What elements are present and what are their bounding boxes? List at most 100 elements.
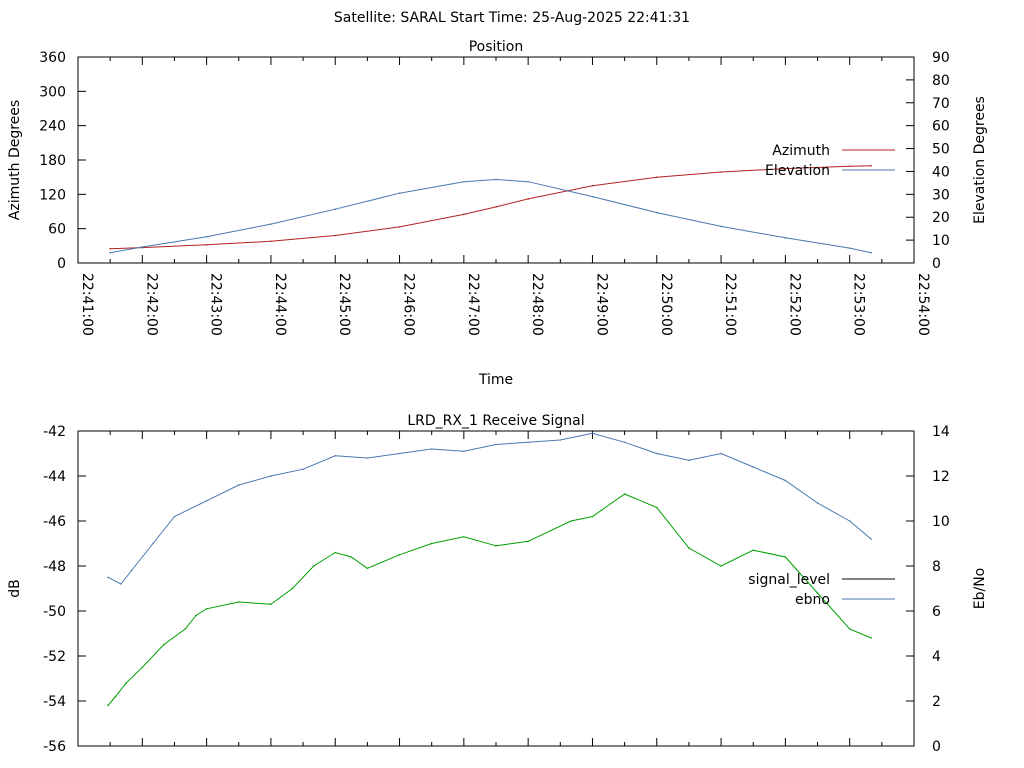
y-axis-label: dB (7, 579, 23, 598)
data-point (655, 211, 658, 214)
data-point (848, 165, 851, 168)
data-point (398, 553, 401, 556)
receive-signal-chart: -56 -54 -52 -50 -48 -46 -44 -42 0 2 4 6 8 10 12 14 LRD_R… (7, 413, 988, 755)
y2-tick-label: 20 (932, 210, 950, 226)
data-point (870, 637, 872, 639)
data-point (130, 569, 133, 572)
y-tick-label: 240 (39, 119, 66, 135)
data-point (527, 180, 529, 183)
data-point (463, 213, 465, 216)
data-point (688, 459, 690, 462)
data-point (350, 556, 353, 558)
data-point (527, 540, 529, 543)
data-point (366, 457, 369, 459)
x-tick-label: 22:49:00 (593, 273, 609, 336)
data-point (430, 448, 433, 450)
x-tick-label: 22:44:00 (272, 273, 288, 336)
position-chart: 0 60 120 180 240 300 360 0 10 20 30 40 50 60 70 80 90 Pos… (7, 39, 988, 388)
x-tick-label: 22:41:00 (79, 273, 95, 336)
data-point (655, 176, 658, 178)
series-line-Elevation (110, 178, 872, 254)
y-tick-label: -50 (43, 604, 66, 620)
series-line-ebno (107, 432, 872, 585)
y2-tick-label: 80 (932, 73, 950, 89)
y2-tick-label: 0 (932, 256, 941, 272)
data-point (463, 180, 465, 183)
data-point (591, 195, 594, 198)
data-point (591, 432, 594, 435)
y2-axis-label: Eb/No (972, 568, 988, 610)
y2-tick-label: 90 (932, 50, 950, 66)
data-point (430, 542, 433, 545)
y2-tick-label: 14 (932, 424, 950, 440)
data-point (848, 628, 851, 630)
data-point (848, 247, 851, 249)
data-point (162, 643, 165, 646)
x-tick-label: 22:45:00 (336, 273, 352, 336)
data-point (114, 695, 117, 698)
y-tick-label: -52 (43, 649, 66, 665)
data-point (398, 192, 401, 194)
data-point (495, 206, 497, 208)
data-point (495, 544, 497, 547)
x-tick-label: 22:48:00 (529, 273, 545, 336)
data-point (784, 556, 787, 558)
data-point (870, 538, 872, 540)
data-point (120, 583, 122, 585)
data-point (334, 551, 337, 554)
data-point (107, 704, 109, 707)
data-point (334, 208, 337, 211)
y-tick-label: -42 (43, 424, 66, 440)
y2-axis-label: Elevation Degrees (972, 96, 988, 224)
legend-label: signal_level (748, 572, 830, 588)
data-point (205, 499, 208, 502)
y-tick-label: 300 (39, 84, 66, 100)
data-point (752, 549, 755, 552)
legend-label: Elevation (765, 163, 830, 179)
data-point (752, 466, 755, 468)
data-point (141, 246, 144, 248)
series-line-Azimuth (110, 165, 872, 250)
y2-tick-label: 4 (932, 649, 941, 665)
x-tick-label: 22:51:00 (722, 273, 738, 336)
data-point (720, 225, 722, 228)
data-point (870, 251, 872, 254)
y-tick-label: -48 (43, 559, 66, 575)
data-point (784, 479, 787, 482)
data-point (495, 443, 497, 446)
y-axis-label: Azimuth Degrees (7, 100, 23, 220)
data-point (870, 164, 872, 167)
data-point (184, 628, 186, 630)
x-tick-label: 22:53:00 (851, 273, 867, 336)
data-point (302, 468, 304, 471)
data-point (720, 565, 722, 567)
data-point (570, 520, 572, 522)
data-point (527, 198, 529, 200)
x-axis-label: Time (478, 372, 513, 388)
x-tick-label: 22:50:00 (658, 273, 674, 336)
data-point (366, 567, 369, 570)
y-tick-label: -44 (43, 469, 66, 485)
y2-tick-label: 2 (932, 694, 941, 710)
data-point (816, 592, 819, 594)
data-point (270, 603, 272, 606)
data-point (205, 607, 208, 610)
data-point (195, 614, 197, 617)
data-point (109, 251, 111, 254)
y2-tick-label: 0 (932, 739, 941, 755)
data-point (463, 450, 465, 453)
y-tick-label: -46 (43, 514, 66, 530)
data-point (173, 515, 176, 518)
x-tick-label: 22:43:00 (208, 273, 224, 336)
y-tick-label: 120 (39, 187, 66, 203)
y-tick-label: 0 (57, 256, 66, 272)
data-point (623, 493, 626, 495)
plot-frame (77, 56, 915, 264)
data-point (591, 184, 594, 187)
data-point (848, 520, 851, 522)
data-point (109, 247, 111, 250)
y2-tick-label: 10 (932, 514, 950, 530)
data-point (270, 240, 272, 243)
data-point (398, 226, 401, 228)
